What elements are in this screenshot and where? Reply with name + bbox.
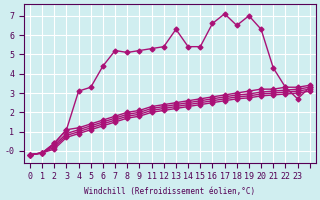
X-axis label: Windchill (Refroidissement éolien,°C): Windchill (Refroidissement éolien,°C) xyxy=(84,187,255,196)
